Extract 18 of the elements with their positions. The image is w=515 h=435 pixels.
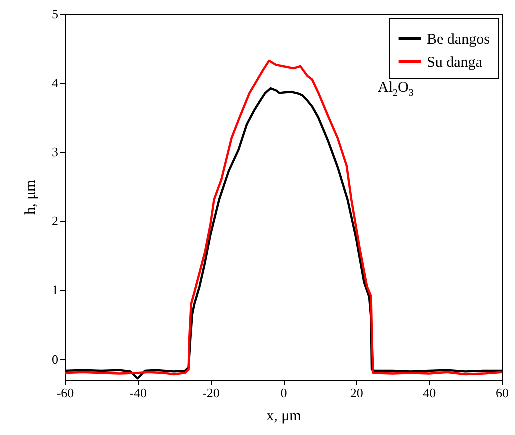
x-tick-label: -60 <box>56 386 74 400</box>
y-tick-label: 0 <box>52 352 58 367</box>
x-tick-label: 40 <box>423 386 436 400</box>
x-tick-label: -20 <box>202 386 220 400</box>
legend-label: Be dangos <box>427 32 490 48</box>
y-tick-label: 3 <box>52 144 58 160</box>
y-tick-label: 1 <box>52 282 58 298</box>
x-tick-label: 20 <box>350 386 364 400</box>
x-tick-label: -40 <box>130 386 148 400</box>
y-axis-title: h, μm <box>23 180 39 215</box>
legend-label: Su danga <box>427 55 483 71</box>
x-tick-label: 0 <box>280 386 288 400</box>
y-tick-label: 4 <box>52 76 59 91</box>
y-tick-label: 5 <box>52 6 58 22</box>
annotation: Al$_{2}$O$_{3}$ <box>378 80 414 99</box>
x-axis-title: x, μm <box>266 408 302 424</box>
y-tick-label: 2 <box>52 214 58 229</box>
x-tick-label: 60 <box>496 386 509 400</box>
